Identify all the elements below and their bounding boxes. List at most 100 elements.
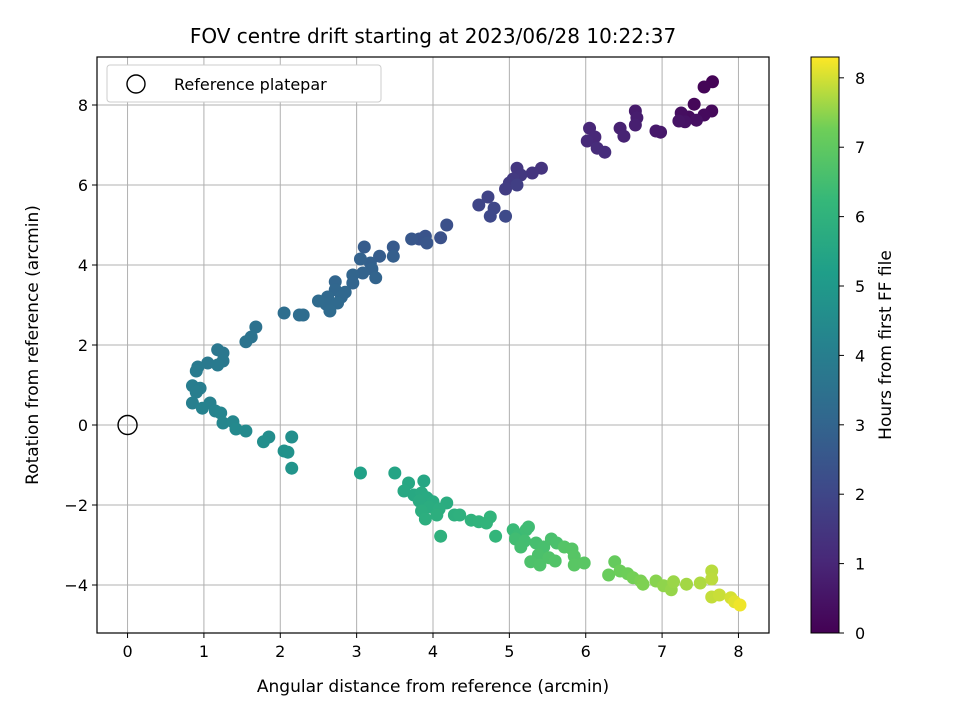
data-point	[353, 252, 367, 266]
legend-box	[106, 64, 382, 103]
data-point	[598, 145, 612, 159]
data-point	[510, 178, 524, 192]
legend-marker	[126, 74, 146, 94]
x-axis-ticks: 0 1 2 3 4 5 6 7 8	[122, 633, 744, 661]
data-point	[434, 231, 448, 245]
data-point	[430, 508, 444, 522]
data-point	[481, 190, 495, 204]
colorbar-tick-label: 3	[855, 416, 865, 435]
data-point	[256, 435, 270, 449]
data-point	[249, 320, 263, 334]
data-point	[434, 529, 448, 543]
data-point	[499, 209, 513, 223]
data-point	[277, 306, 291, 320]
colorbar-tick-label: 7	[855, 138, 865, 157]
y-axis-ticks: −4 −2 0 2 4 6 8	[64, 96, 97, 595]
data-point	[521, 520, 535, 534]
data-point	[499, 182, 513, 196]
colorbar-tick-label: 1	[855, 555, 865, 574]
data-point	[687, 97, 701, 111]
x-tick-label: 8	[733, 642, 743, 661]
x-tick-label: 3	[352, 642, 362, 661]
data-point	[323, 304, 337, 318]
data-point	[514, 540, 528, 554]
colorbar-tick-label: 8	[855, 69, 865, 88]
reference-point	[117, 414, 138, 436]
data-point	[628, 118, 642, 132]
y-tick-label: −4	[64, 576, 88, 595]
data-point	[201, 356, 215, 370]
data-point	[689, 113, 703, 127]
x-tick-label: 4	[428, 642, 438, 661]
data-point	[453, 508, 467, 522]
y-tick-label: 8	[78, 96, 88, 115]
colorbar-tick-label: 2	[855, 485, 865, 504]
data-point	[567, 558, 581, 572]
data-point	[388, 466, 402, 480]
legend: Reference platepar	[106, 64, 382, 103]
y-tick-label: 6	[78, 176, 88, 195]
data-point	[311, 294, 325, 308]
colorbar-ticks: 0 1 2 3 4 5 6 7 8	[839, 69, 865, 643]
data-point	[239, 424, 253, 438]
data-point	[185, 396, 199, 410]
data-point	[292, 308, 306, 322]
data-point	[483, 209, 497, 223]
legend-entry-reference: Reference platepar	[174, 75, 327, 94]
data-point	[386, 249, 400, 263]
colorbar: 0 1 2 3 4 5 6 7 8 Hours from first FF file	[810, 56, 896, 643]
colorbar-gradient	[810, 56, 840, 634]
data-point	[712, 588, 726, 602]
data-point	[189, 385, 203, 399]
data-point	[617, 129, 631, 143]
data-point	[211, 358, 225, 372]
data-point	[667, 575, 681, 589]
data-point	[649, 124, 663, 138]
data-point	[418, 512, 432, 526]
data-point	[211, 343, 225, 357]
data-point	[353, 466, 367, 480]
colorbar-tick-label: 6	[855, 208, 865, 227]
data-point	[346, 276, 360, 290]
data-point	[285, 461, 299, 475]
data-point	[189, 364, 203, 378]
colorbar-tick-label: 0	[855, 624, 865, 643]
data-point	[483, 510, 497, 524]
data-point	[229, 422, 243, 436]
data-point	[472, 198, 486, 212]
data-point	[216, 416, 230, 430]
x-tick-label: 7	[657, 642, 667, 661]
plot-area: 0 1 2 3 4 5 6 7 8 −4 −2 0 2 4 6 8	[64, 56, 770, 661]
data-point	[693, 576, 707, 590]
x-axis-label: Angular distance from reference (arcmin)	[257, 677, 609, 697]
data-point	[373, 249, 387, 263]
data-point	[195, 401, 209, 415]
data-point	[357, 240, 371, 254]
data-point	[697, 80, 711, 94]
data-point	[417, 474, 431, 488]
y-tick-label: −2	[64, 496, 88, 515]
x-tick-label: 2	[275, 642, 285, 661]
data-point	[580, 134, 594, 148]
data-point	[214, 406, 228, 420]
data-point	[489, 529, 503, 543]
colorbar-tick-label: 4	[855, 346, 865, 365]
data-point	[672, 114, 686, 128]
data-point	[405, 232, 419, 246]
data-point	[680, 577, 694, 591]
data-points	[185, 75, 747, 612]
data-point	[386, 240, 400, 254]
x-tick-label: 6	[581, 642, 591, 661]
y-tick-label: 0	[78, 416, 88, 435]
data-point	[285, 430, 299, 444]
data-point	[548, 554, 562, 568]
data-point	[356, 266, 370, 280]
colorbar-label: Hours from first FF file	[876, 250, 896, 440]
data-point	[412, 494, 426, 508]
data-point	[636, 577, 650, 591]
y-tick-label: 4	[78, 256, 88, 275]
data-point	[602, 568, 616, 582]
data-point	[533, 558, 547, 572]
x-tick-label: 0	[122, 642, 132, 661]
